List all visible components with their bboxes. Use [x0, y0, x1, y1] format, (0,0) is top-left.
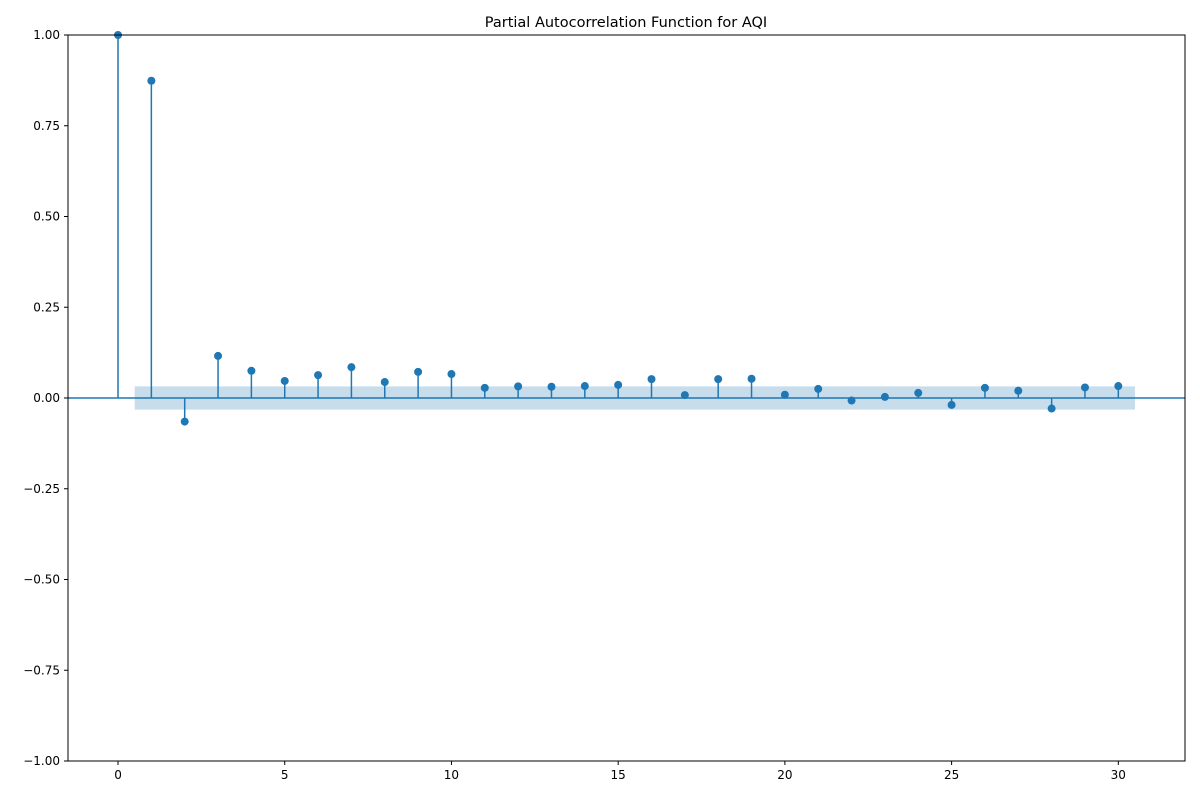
marker-lag-4 — [247, 366, 256, 375]
y-tick-label: 0.75 — [33, 119, 60, 133]
y-tick-label: 0.25 — [33, 300, 60, 314]
marker-lag-23 — [880, 392, 889, 401]
x-tick-label: 20 — [777, 768, 792, 782]
marker-lag-16 — [647, 375, 656, 384]
marker-lag-18 — [714, 375, 723, 384]
marker-lag-30 — [1114, 382, 1123, 391]
y-axis-ticks: −1.00 −0.75 −0.50 −0.25 0.00 0.25 0.50 0.75 1.00 — [23, 28, 68, 768]
marker-lag-25 — [947, 400, 956, 409]
marker-lag-17 — [680, 391, 689, 400]
marker-lag-6 — [314, 371, 323, 380]
x-tick-label: 0 — [114, 768, 122, 782]
marker-lag-13 — [547, 382, 556, 391]
y-tick-label: −1.00 — [23, 754, 60, 768]
x-tick-label: 10 — [444, 768, 459, 782]
y-tick-label: −0.50 — [23, 573, 60, 587]
x-tick-label: 5 — [281, 768, 289, 782]
marker-lag-26 — [980, 383, 989, 392]
y-tick-label: −0.75 — [23, 663, 60, 677]
marker-lag-19 — [747, 374, 756, 383]
marker-lag-3 — [214, 351, 223, 360]
marker-lag-29 — [1080, 383, 1089, 392]
marker-lag-15 — [614, 380, 623, 389]
marker-lag-11 — [480, 383, 489, 392]
marker-lag-8 — [380, 378, 389, 387]
marker-lag-22 — [847, 396, 856, 405]
chart-title: Partial Autocorrelation Function for AQI — [485, 15, 767, 31]
marker-lag-5 — [280, 376, 289, 385]
marker-lag-28 — [1047, 404, 1056, 413]
marker-lag-24 — [914, 388, 923, 397]
markers-layer — [114, 31, 1123, 426]
marker-lag-7 — [347, 363, 356, 372]
y-tick-label: 0.00 — [33, 391, 60, 405]
marker-lag-1 — [147, 76, 156, 85]
y-tick-label: −0.25 — [23, 482, 60, 496]
marker-lag-21 — [814, 384, 823, 393]
x-tick-label: 25 — [944, 768, 959, 782]
x-tick-label: 15 — [611, 768, 626, 782]
marker-lag-20 — [780, 390, 789, 399]
marker-lag-27 — [1014, 386, 1023, 395]
stems-layer — [117, 35, 1120, 422]
marker-lag-12 — [514, 382, 523, 391]
marker-lag-2 — [180, 417, 189, 426]
y-tick-label: 1.00 — [33, 28, 60, 42]
x-tick-label: 30 — [1111, 768, 1126, 782]
x-axis-ticks: 0 5 10 15 20 25 30 — [114, 761, 1126, 782]
y-tick-label: 0.50 — [33, 210, 60, 224]
marker-lag-10 — [447, 370, 456, 379]
marker-lag-9 — [414, 367, 423, 376]
marker-lag-14 — [580, 382, 589, 391]
